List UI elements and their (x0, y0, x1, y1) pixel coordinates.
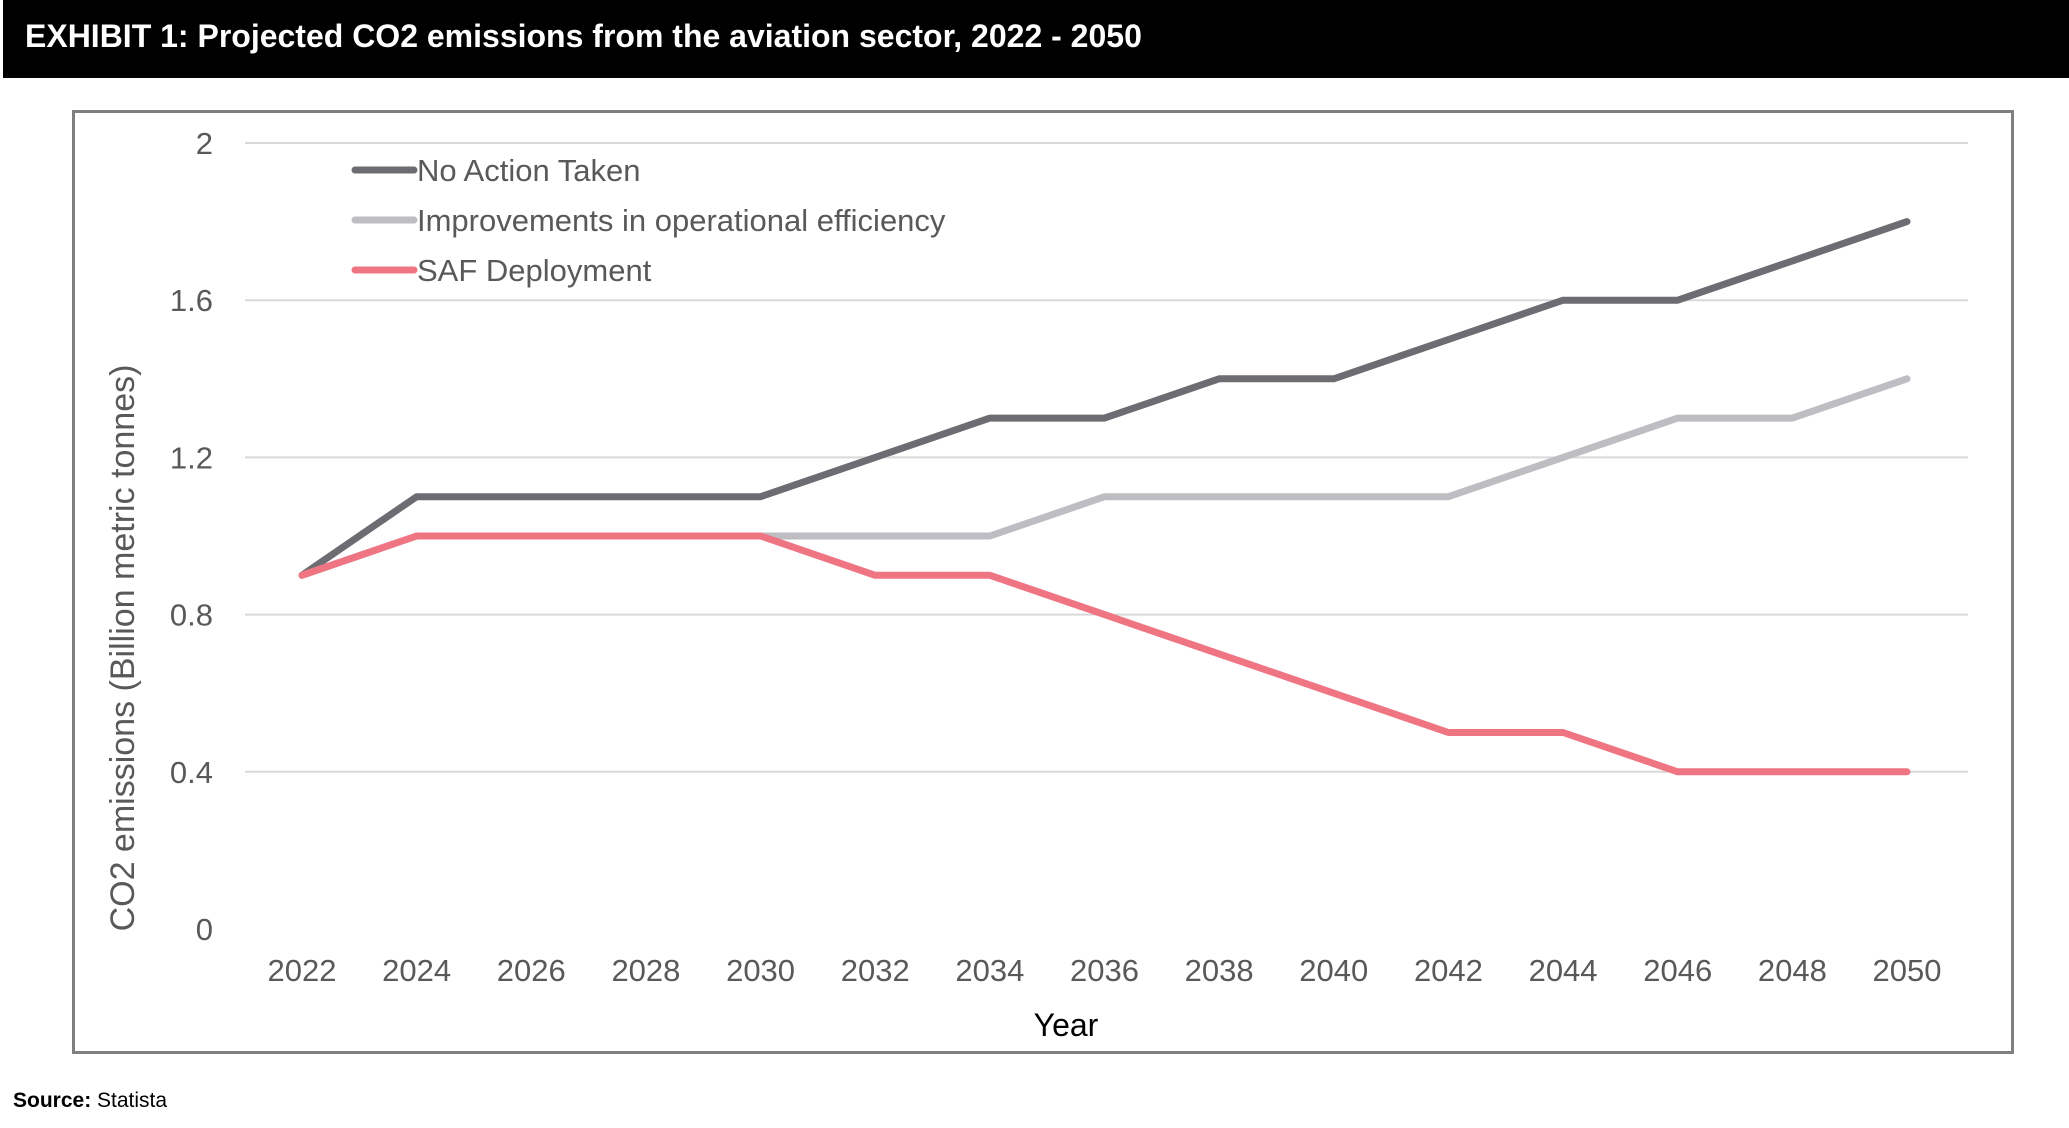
x-axis-ticks: 2022 2024 2026 2028 2030 2032 2034 2036 2038 2040… (268, 953, 1942, 988)
y-axis-title: CO2 emissions (Billion metric tonnes) (104, 365, 142, 932)
x-tick-label: 2028 (611, 953, 680, 988)
chart-frame (72, 110, 2014, 1054)
x-tick-label: 2030 (726, 953, 795, 988)
series-lines (298, 218, 1911, 776)
exhibit-title: EXHIBIT 1: Projected CO2 emissions from … (25, 18, 1142, 54)
y-axis-ticks: 0 0.4 0.8 1.2 1.6 2 (170, 126, 213, 947)
series-line (298, 218, 1911, 579)
source-note: Source: Statista (13, 1089, 167, 1113)
series-line (298, 532, 1911, 776)
x-tick-label: 2042 (1414, 953, 1483, 988)
x-tick-label: 2040 (1299, 953, 1368, 988)
x-tick-label: 2048 (1758, 953, 1827, 988)
y-tick-label: 0 (196, 912, 213, 947)
x-tick-label: 2024 (382, 953, 451, 988)
x-tick-label: 2032 (841, 953, 910, 988)
x-tick-label: 2044 (1529, 953, 1598, 988)
y-tick-label: 1.2 (170, 440, 213, 475)
y-tick-label: 2 (196, 126, 213, 161)
x-tick-label: 2026 (497, 953, 566, 988)
source-label: Source: (13, 1089, 92, 1112)
legend: No Action Taken Improvements in operation… (351, 153, 946, 288)
y-tick-label: 0.8 (170, 598, 213, 633)
x-tick-label: 2036 (1070, 953, 1139, 988)
series-line (298, 375, 1911, 579)
y-tick-label: 0.4 (170, 755, 213, 790)
x-tick-label: 2034 (955, 953, 1024, 988)
x-tick-label: 2050 (1873, 953, 1942, 988)
legend-label: No Action Taken (417, 153, 640, 188)
x-tick-label: 2046 (1643, 953, 1712, 988)
exhibit-header: EXHIBIT 1: Projected CO2 emissions from … (3, 0, 2069, 78)
legend-label: SAF Deployment (417, 253, 652, 288)
y-tick-label: 1.6 (170, 283, 213, 318)
x-tick-label: 2022 (268, 953, 337, 988)
x-tick-label: 2038 (1185, 953, 1254, 988)
x-axis-title: Year (1034, 1007, 1099, 1043)
legend-label: Improvements in operational efficiency (417, 203, 946, 238)
source-value: Statista (97, 1089, 168, 1112)
